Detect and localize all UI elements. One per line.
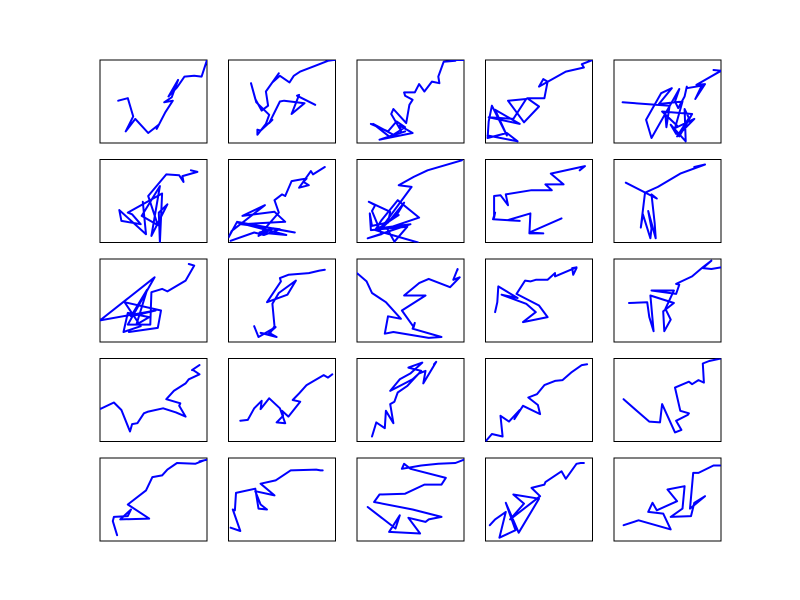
series-line (492, 165, 586, 235)
subplot-frame (356, 457, 465, 542)
subplot-frame (228, 358, 336, 442)
subplot-r2c1 (99, 159, 208, 243)
series-line (494, 266, 578, 324)
series-line (622, 358, 721, 434)
subplot-r2c4 (485, 159, 593, 243)
subplot-r3c4 (485, 258, 593, 343)
subplot-r3c3 (356, 258, 465, 343)
subplot-frame (485, 358, 593, 442)
subplot-frame (356, 258, 465, 343)
series-line (369, 60, 464, 141)
series-line (100, 263, 196, 333)
subplot-r3c5 (613, 258, 722, 343)
subplot-frame (356, 358, 465, 442)
subplot-frame (228, 258, 336, 343)
subplot-r3c1 (99, 258, 208, 343)
subplot-r5c1 (99, 457, 208, 542)
subplot-frame (228, 159, 336, 243)
series-line (229, 468, 324, 532)
series-line (100, 364, 201, 433)
series-line (250, 60, 336, 136)
subplot-r4c3 (356, 358, 465, 442)
series-line (624, 163, 706, 240)
series-line (371, 360, 438, 438)
subplot-frame (613, 159, 722, 243)
subplot-frame (99, 457, 208, 542)
subplot-r2c3 (356, 159, 465, 243)
series-line (485, 363, 589, 442)
series-line (628, 259, 721, 333)
subplot-frame (228, 457, 336, 542)
subplot-frame (485, 159, 593, 243)
subplot-r1c2 (228, 59, 336, 144)
series-line (622, 464, 721, 531)
subplot-r1c3 (356, 59, 465, 144)
subplot-frame (356, 159, 465, 243)
subplot-frame (613, 59, 722, 144)
series-line (239, 373, 334, 425)
subplot-r1c5 (613, 59, 722, 144)
subplot-r3c2 (228, 258, 336, 343)
series-line (357, 268, 461, 339)
subplot-r4c4 (485, 358, 593, 442)
subplot-r2c5 (613, 159, 722, 243)
subplot-r2c2 (228, 159, 336, 243)
subplot-frame (485, 258, 593, 343)
subplot-r1c4 (485, 59, 593, 144)
series-line (118, 169, 199, 243)
subplot-r4c5 (613, 358, 722, 442)
subplot-r5c3 (356, 457, 465, 542)
subplot-r4c1 (99, 358, 208, 442)
subplot-frame (613, 457, 722, 542)
subplot-r5c2 (228, 457, 336, 542)
series-line (111, 458, 207, 537)
subplot-r5c5 (613, 457, 722, 542)
series-line (621, 69, 721, 143)
subplot-r5c4 (485, 457, 593, 542)
subplot-frame (99, 358, 208, 442)
subplot-frame (99, 59, 208, 144)
subplot-frame (613, 358, 722, 442)
series-line (253, 268, 326, 338)
subplot-r4c2 (228, 358, 336, 442)
series-line (366, 458, 464, 535)
subplot-r1c1 (99, 59, 208, 144)
subplot-frame (485, 59, 593, 144)
series-line (228, 166, 326, 242)
series-line (366, 159, 463, 243)
series-line (488, 462, 585, 539)
series-line (117, 60, 207, 134)
series-line (486, 60, 593, 143)
